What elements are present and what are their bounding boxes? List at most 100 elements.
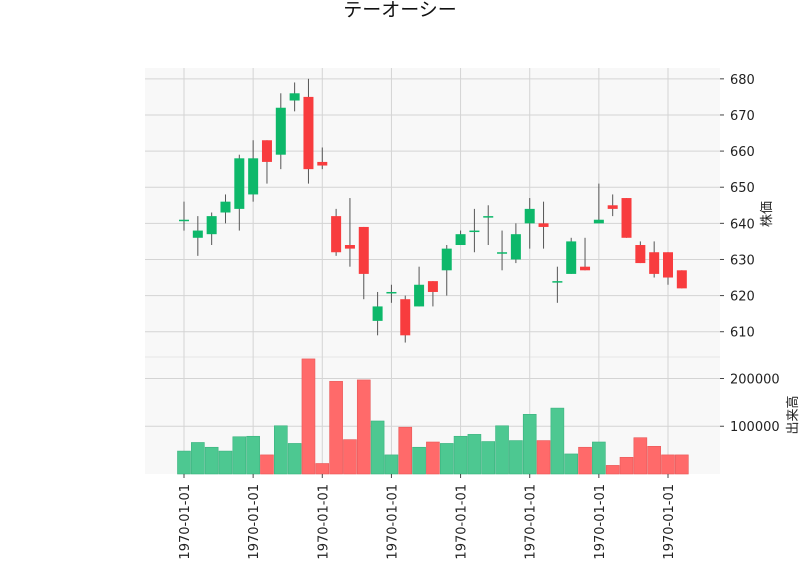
candle-body	[261, 140, 272, 162]
candle-body	[635, 245, 646, 264]
candle-body	[663, 252, 673, 278]
volume-bar	[191, 442, 205, 475]
candle-body	[676, 270, 687, 289]
volume-bar	[592, 441, 606, 475]
candle-body	[538, 223, 549, 227]
volume-bar	[356, 379, 371, 475]
candle-body	[400, 299, 411, 336]
volume-bar	[495, 425, 509, 475]
candle-body	[303, 96, 314, 170]
volume-bar	[287, 443, 302, 475]
candle	[441, 245, 452, 296]
candle-body	[510, 234, 521, 260]
candle-body	[593, 219, 604, 224]
candle-body	[344, 245, 355, 249]
candle	[358, 226, 369, 300]
candle	[455, 230, 466, 246]
candle-body	[566, 241, 577, 274]
volume-axis-label: 出来高	[785, 395, 800, 434]
volume-bars	[177, 358, 689, 475]
volume-bar	[246, 435, 260, 475]
candle-body	[275, 107, 286, 155]
candle-body	[179, 219, 189, 222]
volume-bar	[522, 414, 537, 475]
x-tick-label: 1970-01-01	[455, 484, 470, 560]
volume-bar	[453, 435, 468, 475]
candle-body	[427, 281, 438, 292]
volume-tick-label: 200000	[730, 372, 780, 387]
x-tick-label: 1970-01-01	[247, 484, 262, 560]
candle	[676, 270, 687, 289]
volume-bar	[315, 463, 330, 475]
price-tick-label: 680	[730, 73, 755, 88]
x-tick-label: 1970-01-01	[593, 484, 608, 560]
y-tick-labels: 610 620 630 640 650 660 670 680 100000 200000	[720, 73, 780, 435]
volume-bar	[177, 450, 191, 475]
volume-bar	[273, 425, 288, 475]
volume-bar	[398, 426, 413, 475]
chart-title: テーオーシー	[343, 0, 457, 21]
volume-bar	[370, 420, 385, 475]
candle-body	[649, 252, 660, 274]
candles	[179, 78, 687, 343]
candle-body	[580, 266, 591, 271]
candle	[524, 198, 535, 249]
volume-bar	[426, 441, 440, 475]
candle	[400, 295, 411, 343]
candle	[289, 82, 300, 112]
candle-body	[497, 252, 508, 254]
candle	[621, 198, 632, 238]
volume-bar	[550, 407, 565, 475]
candle	[386, 284, 397, 303]
volume-bar	[605, 465, 620, 475]
candle-body	[289, 93, 300, 101]
candle	[344, 198, 355, 267]
volume-bar	[218, 450, 233, 475]
candle-body	[317, 161, 328, 166]
volume-bar	[619, 456, 634, 475]
price-axis-label: 株価	[760, 201, 775, 227]
candle-body	[206, 216, 217, 235]
volume-bar	[509, 440, 523, 475]
candle	[372, 291, 383, 336]
candle-body	[331, 216, 342, 253]
candle	[538, 201, 549, 249]
candle	[663, 252, 673, 285]
candle	[566, 237, 577, 274]
volume-bar	[578, 446, 592, 475]
candle	[303, 78, 314, 184]
candle	[580, 237, 591, 271]
x-tick-label: 1970-01-01	[178, 484, 193, 560]
x-tick-label: 1970-01-01	[662, 484, 677, 560]
price-tick-label: 630	[730, 253, 755, 268]
volume-bar	[343, 439, 357, 475]
candle	[414, 266, 425, 307]
candle	[317, 147, 328, 170]
candle	[427, 281, 438, 307]
volume-bar	[329, 381, 343, 475]
volume-bar	[260, 454, 274, 475]
candle-body	[441, 248, 452, 271]
candle-body	[469, 230, 480, 233]
candle	[261, 140, 272, 184]
volume-bar	[412, 446, 426, 475]
volume-bar	[564, 453, 579, 475]
price-tick-label: 620	[730, 290, 755, 305]
candle-body	[220, 201, 231, 213]
volume-bar	[384, 454, 399, 475]
candle	[607, 194, 618, 217]
x-tick-label: 1970-01-01	[385, 484, 400, 560]
price-tick-label: 640	[730, 217, 755, 232]
volume-bar	[204, 446, 219, 475]
candle-body	[455, 234, 466, 246]
candle-body	[621, 198, 632, 238]
price-tick-label: 660	[730, 145, 755, 160]
x-tick-labels: 1970-01-01 1970-01-01 1970-01-01 1970-01-01…	[178, 474, 677, 560]
candle	[192, 216, 203, 256]
candle	[220, 194, 231, 224]
volume-bar	[439, 443, 454, 475]
candle	[593, 183, 604, 224]
volume-bar	[467, 434, 482, 475]
candle	[497, 230, 508, 271]
